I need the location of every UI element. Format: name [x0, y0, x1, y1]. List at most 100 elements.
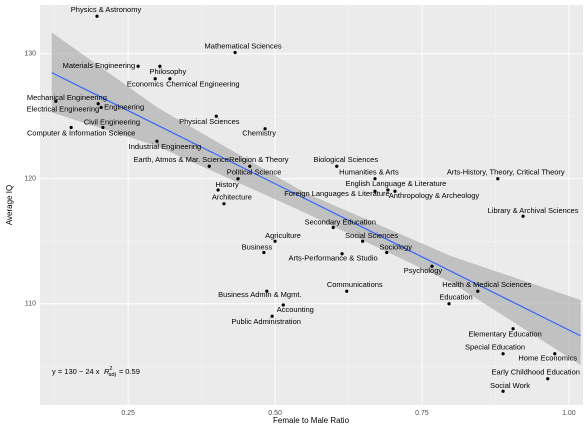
point: [99, 105, 103, 110]
point: [501, 389, 505, 393]
fit-equation: y = 130 − 24 x: [52, 367, 100, 376]
point-label: Biological Sciences: [313, 155, 378, 164]
point: [511, 327, 515, 331]
point-label: Anthropology & Archeology: [389, 191, 480, 200]
point-label: English Language & Literature: [345, 179, 446, 188]
r2-value: = 0.59: [119, 367, 140, 376]
x-tick-label: 1.00: [562, 410, 576, 417]
point: [281, 303, 285, 307]
point-label: Education: [439, 293, 472, 302]
point-label: Accounting: [277, 305, 314, 314]
point-label: Political Science: [227, 168, 282, 177]
point: [95, 14, 99, 18]
point: [385, 250, 389, 255]
point-label: Early Childhood Education: [492, 368, 580, 377]
point-label: Special Education: [465, 343, 525, 352]
point-label: Electrical Engineering: [27, 105, 100, 114]
point: [553, 352, 557, 356]
point: [96, 102, 100, 106]
point: [216, 188, 220, 192]
point: [447, 302, 451, 306]
point-label: Architecture: [212, 193, 252, 202]
point: [236, 177, 240, 181]
point-label: Humanities & Arts: [339, 168, 399, 177]
point: [233, 50, 237, 55]
point: [270, 314, 274, 318]
point-label: Engineering: [104, 102, 144, 111]
point-label: Home Economics: [518, 354, 577, 363]
point: [373, 177, 377, 181]
r2-sup: 2: [109, 366, 112, 372]
point-label: Communications: [327, 280, 383, 289]
point-label: Earth, Atmos & Mar. Science: [134, 155, 229, 164]
point: [476, 289, 480, 293]
point: [155, 139, 159, 143]
point-label: Materials Engineering: [63, 61, 136, 70]
point: [521, 214, 525, 218]
x-axis-title: Female to Male Ratio: [273, 416, 350, 425]
point-label: Physics & Astronomy: [71, 5, 142, 14]
r2-sub: adj: [108, 372, 115, 378]
point-label: Library & Archival Sciences: [488, 206, 579, 215]
point: [248, 164, 252, 168]
point-label: Computer & Information Science: [27, 128, 135, 137]
point: [430, 264, 434, 268]
point: [496, 177, 500, 181]
point: [168, 77, 172, 81]
y-axis-title: Average IQ: [5, 185, 14, 225]
point: [340, 252, 344, 256]
point-label: Business: [242, 242, 273, 251]
point: [263, 127, 267, 131]
point-label: Secondary Education: [305, 217, 376, 226]
point: [373, 189, 377, 193]
point-label: Civil Engineering: [84, 117, 140, 126]
point-label: Mechanical Engineering: [27, 93, 107, 102]
point: [222, 202, 226, 206]
point-label: Foreign Languages & Literature: [284, 189, 390, 198]
point-label: Agriculture: [265, 231, 301, 240]
point-label: Arts-History, Theory, Critical Theory: [447, 168, 565, 177]
point-label: Philosophy: [150, 67, 187, 76]
point-label: Business Admin & Mgmt.: [218, 290, 301, 299]
point-label: Chemistry: [242, 129, 276, 138]
point: [207, 164, 211, 168]
x-tick-label: 0.75: [415, 410, 429, 417]
point: [345, 289, 349, 293]
point-label: Health & Medical Sciences: [442, 280, 531, 289]
point-label: Physical Sciences: [179, 117, 240, 126]
point: [136, 64, 140, 68]
y-tick-label: 110: [25, 301, 36, 308]
point-label: Social Work: [490, 381, 530, 390]
y-tick-label: 130: [24, 51, 36, 58]
point-label: Religion & Theory: [229, 155, 289, 164]
point: [101, 125, 105, 130]
point-label: Public Administration: [231, 317, 301, 326]
point-label: Elementary Education: [468, 330, 541, 339]
point: [501, 352, 505, 356]
regression-line: [51, 72, 581, 337]
x-tick-label: 0.50: [268, 410, 282, 417]
point: [331, 225, 335, 230]
x-tick-label: 0.25: [121, 410, 135, 417]
point-label: Mathematical Sciences: [205, 41, 282, 50]
point: [335, 164, 339, 168]
point: [153, 77, 157, 81]
point-label: Economics: [127, 80, 164, 89]
point-label: Industrial Engineering: [129, 142, 202, 151]
point: [54, 99, 58, 103]
point: [262, 250, 266, 255]
r2-annotation: R2 adj = 0.59: [104, 366, 140, 378]
point-label: Sociology: [379, 242, 412, 251]
point-label: Arts-Performance & Studio: [288, 254, 377, 263]
r2-symbol: R: [104, 367, 110, 376]
point: [273, 239, 277, 243]
point: [386, 188, 390, 192]
point: [361, 239, 365, 243]
point: [69, 125, 73, 130]
confidence-band: [51, 32, 581, 365]
point-label: Psychology: [404, 266, 443, 275]
point: [214, 114, 218, 118]
point: [158, 64, 162, 68]
y-tick-label: 120: [24, 176, 36, 183]
